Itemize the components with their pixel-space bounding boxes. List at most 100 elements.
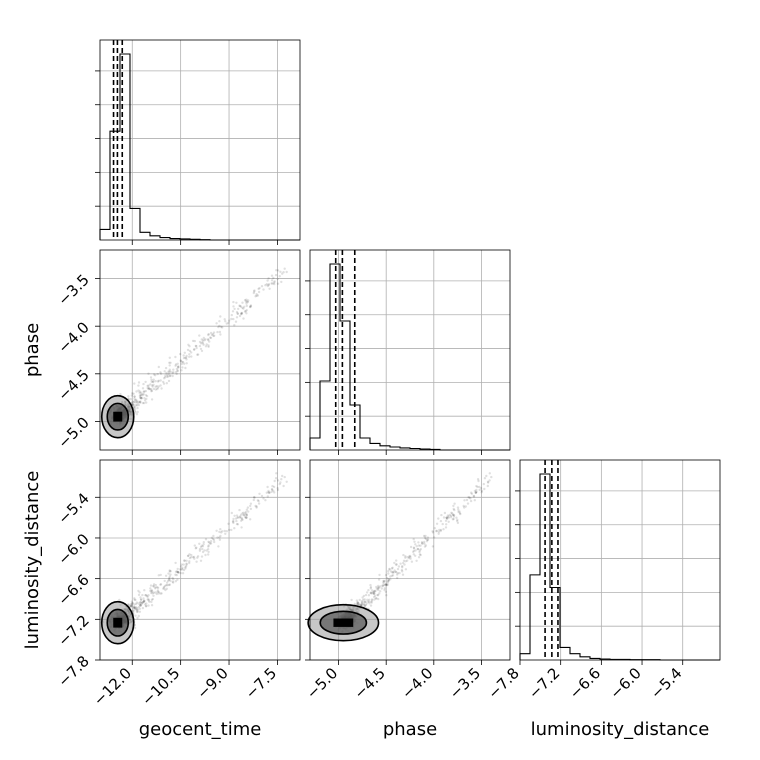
- scatter-point: [152, 378, 155, 381]
- scatter-point: [175, 570, 179, 573]
- scatter-point: [194, 344, 197, 348]
- scatter-point: [240, 311, 243, 315]
- scatter-point: [218, 538, 222, 541]
- scatter-point: [141, 601, 144, 604]
- scatter-point: [164, 588, 167, 592]
- scatter-point: [172, 371, 175, 374]
- scatter-point: [195, 546, 198, 549]
- scatter-point: [272, 489, 275, 492]
- scatter-point: [133, 606, 136, 609]
- scatter-point: [274, 273, 278, 277]
- scatter-point: [146, 386, 149, 390]
- scatter-point: [363, 601, 366, 604]
- scatter-point: [240, 517, 244, 521]
- scatter-point: [199, 347, 203, 351]
- scatter-point: [456, 518, 459, 521]
- scatter-point: [267, 277, 270, 280]
- scatter-point: [136, 410, 139, 414]
- scatter-point: [373, 592, 376, 595]
- scatter-point: [235, 316, 239, 319]
- scatter-point: [247, 299, 250, 302]
- scatter-point: [391, 571, 394, 574]
- scatter-point: [367, 600, 370, 604]
- scatter-point: [467, 495, 470, 499]
- scatter-point: [159, 372, 163, 375]
- contour-outer: [100, 394, 135, 439]
- scatter-point: [476, 485, 479, 489]
- scatter-point: [249, 502, 253, 505]
- scatter-point: [147, 599, 151, 602]
- scatter-point: [374, 597, 378, 600]
- scatter-point: [386, 583, 389, 586]
- scatter-point: [463, 506, 466, 509]
- scatter-point: [145, 604, 148, 608]
- scatter-point: [118, 598, 121, 602]
- scatter-point: [132, 401, 135, 404]
- scatter-point: [157, 590, 160, 594]
- panel-luminosity_distance-geocent_time: −12.0 −10.5 −9.0 −7.5 −7.8−7.2−6.6−6.0−5.4: [54, 459, 301, 709]
- scatter-point: [232, 300, 235, 304]
- scatter-point: [362, 598, 365, 601]
- scatter-point: [447, 516, 450, 519]
- scatter-point: [149, 589, 152, 593]
- panel-frame-geocent_time-geocent_time: [99, 39, 301, 241]
- scatter-point: [473, 499, 476, 502]
- scatter-point: [241, 306, 244, 310]
- scatter-point: [240, 519, 243, 522]
- scatter-point: [193, 544, 196, 547]
- scatter-point: [202, 543, 205, 546]
- scatter-point: [431, 531, 435, 534]
- scatter-point: [443, 511, 447, 515]
- scatter-point: [217, 325, 220, 329]
- scatter-point: [254, 504, 257, 508]
- scatter-point: [265, 283, 268, 286]
- scatter-point: [252, 498, 255, 502]
- scatter-point: [445, 516, 449, 519]
- scatter-point: [182, 568, 186, 572]
- scatter-point: [227, 522, 230, 525]
- scatter-point: [147, 372, 150, 375]
- scatter-point: [280, 280, 283, 284]
- scatter-point: [184, 565, 188, 568]
- scatter-point: [382, 583, 386, 586]
- scatter-point: [220, 531, 223, 534]
- histogram-luminosity_distance: [519, 473, 720, 661]
- scatter-point: [209, 331, 213, 335]
- scatter-point: [139, 604, 142, 607]
- scatter-point: [182, 563, 185, 566]
- scatter-point: [420, 541, 424, 544]
- scatter-point: [395, 563, 398, 566]
- scatter-point: [369, 604, 373, 607]
- scatter-point: [150, 380, 153, 383]
- scatter-point: [385, 583, 388, 587]
- contour-inner: [319, 610, 368, 635]
- scatter-point: [361, 601, 364, 604]
- scatter-point: [225, 530, 228, 533]
- scatter-point: [483, 477, 487, 480]
- scatter-point: [389, 578, 392, 581]
- scatter-point: [150, 588, 153, 592]
- scatter-point: [144, 394, 148, 397]
- scatter-point: [196, 555, 200, 558]
- scatter-point: [416, 547, 420, 551]
- scatter-point: [201, 339, 205, 342]
- scatter-point: [221, 326, 224, 329]
- scatter-point: [233, 307, 236, 311]
- scatter-point: [452, 513, 455, 517]
- scatter-point: [240, 516, 243, 519]
- scatter-point: [403, 563, 406, 566]
- scatter-point: [439, 529, 442, 533]
- scatter-point: [181, 360, 184, 364]
- scatter-point: [256, 294, 260, 297]
- scatter-point: [140, 603, 143, 606]
- scatter-point: [387, 572, 390, 575]
- scatter-point: [150, 598, 154, 601]
- scatter-point: [134, 606, 138, 609]
- scatter-point: [472, 495, 476, 498]
- scatter-point: [412, 547, 416, 550]
- scatter-point: [139, 400, 142, 403]
- panel-frame-luminosity_distance-phase: [309, 459, 511, 661]
- scatter-point: [385, 576, 389, 580]
- scatter-point: [370, 601, 373, 604]
